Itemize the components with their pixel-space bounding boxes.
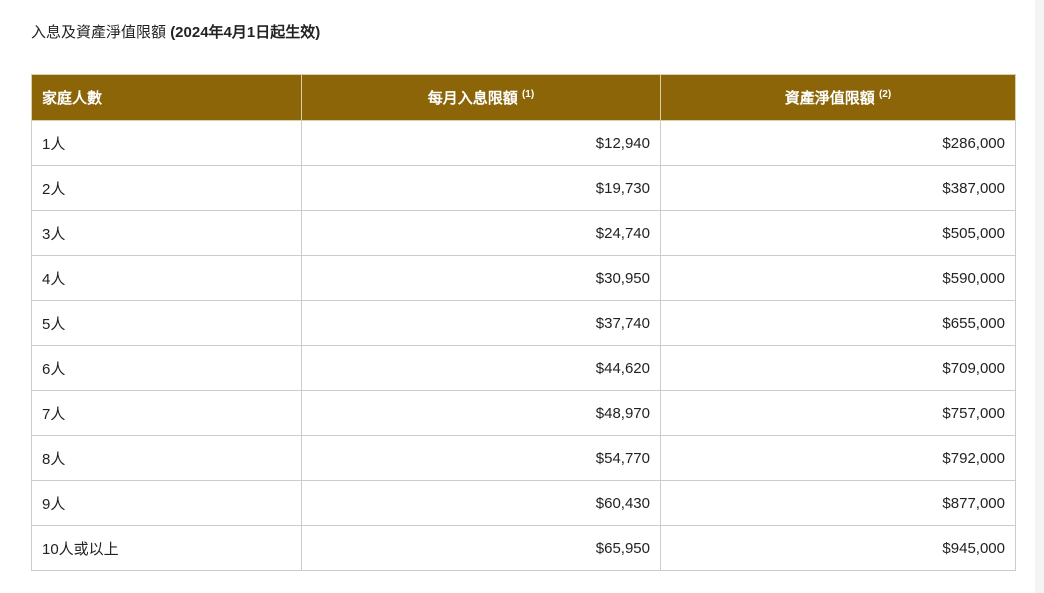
header-net-asset-limit: 資產淨值限額 (2) (660, 74, 1016, 121)
scrollbar[interactable] (1035, 0, 1044, 593)
net-asset-limit-cell: $709,000 (660, 345, 1016, 391)
table-row: 3人 $24,740 $505,000 (31, 210, 1016, 256)
monthly-income-limit-cell: $30,950 (301, 255, 661, 301)
net-asset-limit-cell: $286,000 (660, 120, 1016, 166)
table-row: 10人或以上 $65,950 $945,000 (31, 525, 1016, 571)
footnote-ref: (2) (878, 89, 892, 100)
monthly-income-limit-cell: $44,620 (301, 345, 661, 391)
household-size-cell: 10人或以上 (31, 525, 302, 571)
household-size-cell: 6人 (31, 345, 302, 391)
household-size-cell: 1人 (31, 120, 302, 166)
page-title: 入息及資產淨值限額 (2024年4月1日起生效) (31, 24, 321, 41)
table-row: 4人 $30,950 $590,000 (31, 255, 1016, 301)
household-size-cell: 7人 (31, 390, 302, 436)
header-household-size: 家庭人數 (31, 74, 302, 121)
net-asset-limit-cell: $877,000 (660, 480, 1016, 526)
net-asset-limit-cell: $757,000 (660, 390, 1016, 436)
monthly-income-limit-cell: $48,970 (301, 390, 661, 436)
monthly-income-limit-cell: $54,770 (301, 435, 661, 481)
footnote-ref: (1) (521, 89, 535, 100)
header-monthly-income-limit: 每月入息限額 (1) (301, 74, 661, 121)
table-row: 8人 $54,770 $792,000 (31, 435, 1016, 481)
table-row: 7人 $48,970 $757,000 (31, 390, 1016, 436)
net-asset-limit-cell: $387,000 (660, 165, 1016, 211)
net-asset-limit-cell: $590,000 (660, 255, 1016, 301)
monthly-income-limit-cell: $60,430 (301, 480, 661, 526)
household-size-cell: 8人 (31, 435, 302, 481)
table-row: 5人 $37,740 $655,000 (31, 300, 1016, 346)
income-asset-limits-table: 家庭人數 每月入息限額 (1) 資產淨值限額 (2) 1人 $12,940 $286… (31, 74, 1016, 571)
table-row: 2人 $19,730 $387,000 (31, 165, 1016, 211)
net-asset-limit-cell: $792,000 (660, 435, 1016, 481)
table-row: 1人 $12,940 $286,000 (31, 120, 1016, 166)
net-asset-limit-cell: $505,000 (660, 210, 1016, 256)
net-asset-limit-cell: $945,000 (660, 525, 1016, 571)
household-size-cell: 3人 (31, 210, 302, 256)
monthly-income-limit-cell: $65,950 (301, 525, 661, 571)
table-header-row: 家庭人數 每月入息限額 (1) 資產淨值限額 (2) (31, 74, 1016, 121)
monthly-income-limit-cell: $24,740 (301, 210, 661, 256)
household-size-cell: 4人 (31, 255, 302, 301)
household-size-cell: 2人 (31, 165, 302, 211)
household-size-cell: 9人 (31, 480, 302, 526)
net-asset-limit-cell: $655,000 (660, 300, 1016, 346)
table-row: 6人 $44,620 $709,000 (31, 345, 1016, 391)
table-row: 9人 $60,430 $877,000 (31, 480, 1016, 526)
household-size-cell: 5人 (31, 300, 302, 346)
monthly-income-limit-cell: $12,940 (301, 120, 661, 166)
monthly-income-limit-cell: $37,740 (301, 300, 661, 346)
monthly-income-limit-cell: $19,730 (301, 165, 661, 211)
